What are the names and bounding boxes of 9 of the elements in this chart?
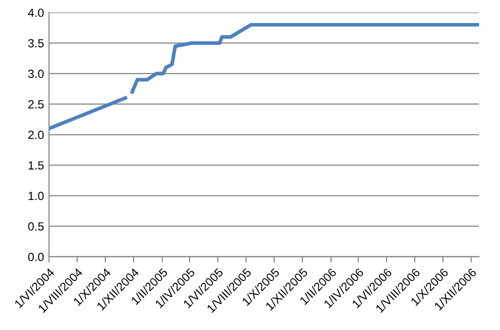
y-tick-label: 3.5 [28,39,44,48]
y-tick-label: 2.5 [28,100,44,109]
y-tick-label: 0.0 [28,252,44,262]
y-tick-label: 1.5 [28,161,44,170]
y-tick-label: 2.0 [28,130,44,140]
y-tick-label: 1.0 [28,192,44,200]
y-tick-label: 0.5 [28,222,44,231]
y-tick-label: 3.0 [28,70,44,78]
y-tick-label: 4.0 [28,8,44,17]
